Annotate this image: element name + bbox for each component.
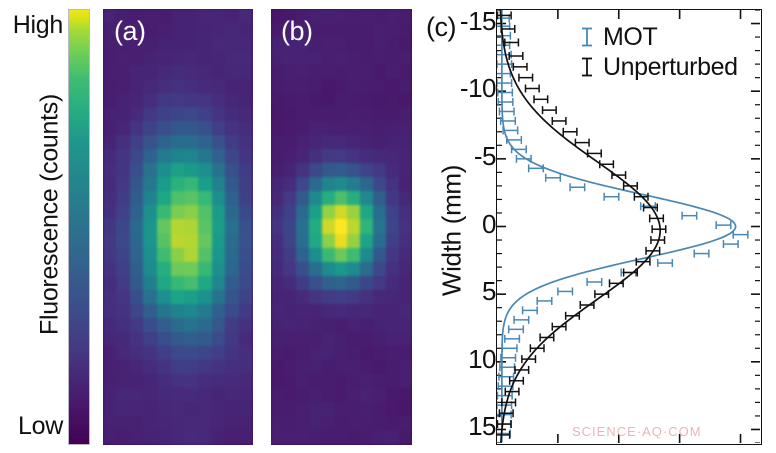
y-tick-label: 5 (482, 276, 496, 307)
y-tick-label: 15 (468, 411, 496, 442)
plot-canvas (497, 10, 760, 443)
legend-item-mot: MOT (580, 22, 738, 52)
watermark-text: SCIENCE·AQ·COM (572, 424, 702, 439)
errorbar-key-icon (582, 57, 592, 77)
panel-a-heatmap (103, 9, 253, 445)
colorbar-panel: High Low Fluorescence (counts) (0, 0, 100, 453)
colorbar-low-label: Low (18, 412, 63, 440)
y-tick-label: -15 (459, 5, 497, 36)
colorbar-gradient (68, 9, 90, 445)
panel-b-heatmap (271, 9, 412, 445)
y-tick-label: 10 (468, 343, 496, 374)
profile-plot-panel-c: (c) Width (mm) -15 -10 -5 0 5 10 15 MOT (410, 0, 776, 453)
fluorescence-image-panel-b (271, 9, 412, 445)
errorbar-key-icon (582, 27, 592, 47)
plot-axes (496, 9, 762, 445)
colorbar-high-label: High (12, 11, 64, 39)
plot-legend: MOT Unperturbed (580, 22, 738, 82)
legend-label-mot: MOT (603, 23, 658, 51)
y-axis-tick-labels: -15 -10 -5 0 5 10 15 (434, 0, 497, 453)
legend-item-unperturbed: Unperturbed (580, 52, 738, 82)
colorbar-axis-label: Fluorescence (counts) (35, 93, 64, 336)
y-tick-label: -5 (473, 140, 497, 171)
y-tick-label: -10 (459, 73, 497, 104)
fluorescence-image-panel-a (103, 9, 253, 445)
legend-label-unperturbed: Unperturbed (603, 53, 738, 81)
y-tick-label: 0 (482, 208, 496, 239)
panel-c-tag: (c) (426, 12, 456, 42)
